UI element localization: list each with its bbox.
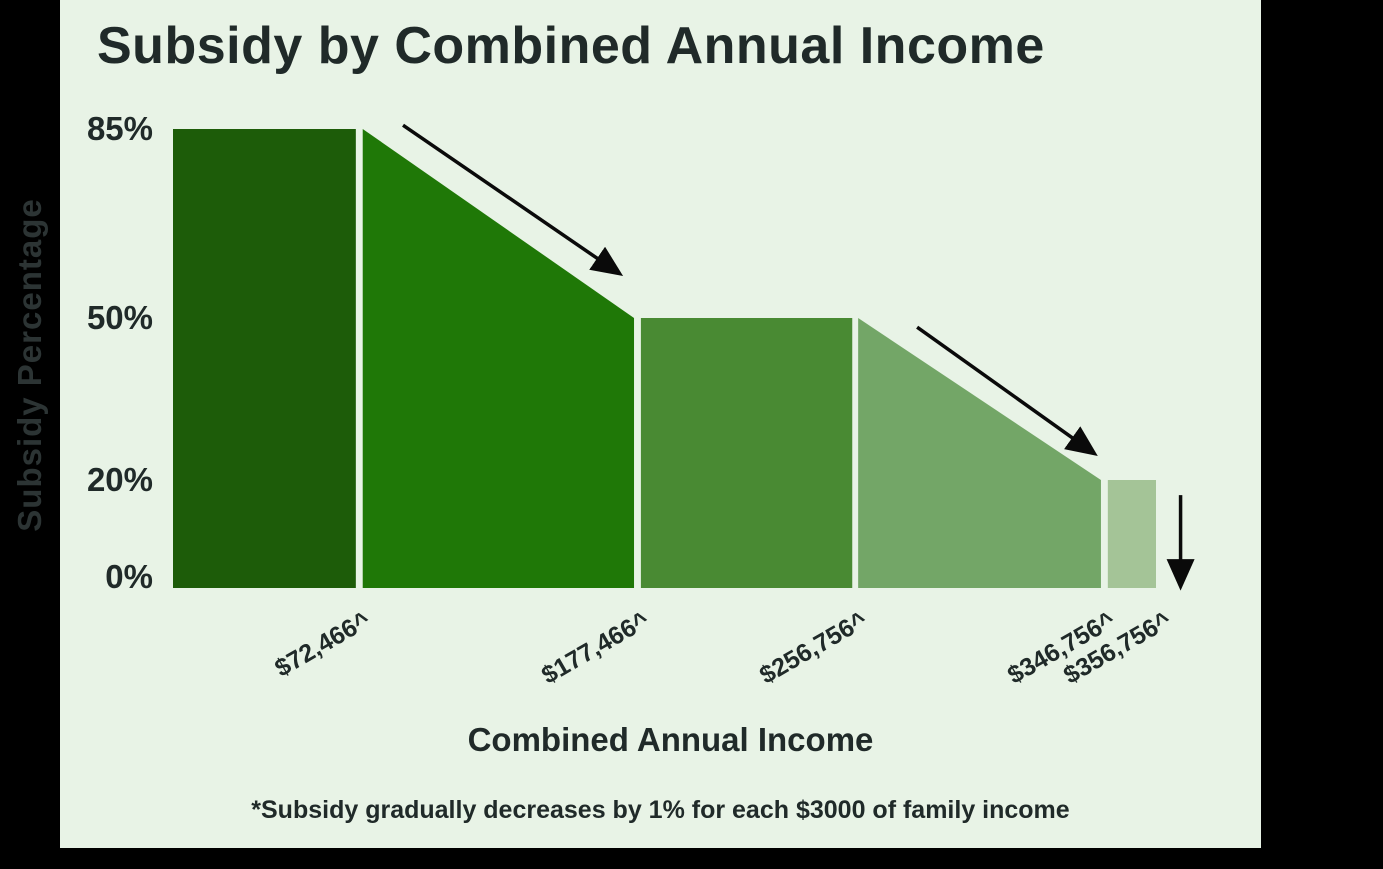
segment-flat-20pct-to-356756 <box>1107 480 1156 588</box>
plot-area <box>173 123 1195 591</box>
chart-title: Subsidy by Combined Annual Income <box>97 17 1045 75</box>
chart-panel: Subsidy by Combined Annual Income 85% 50%… <box>60 0 1261 848</box>
decrease-arrow-2-icon <box>916 325 1098 456</box>
segment-flat-50pct-to-256756 <box>640 318 853 588</box>
decrease-arrow-1-icon <box>402 123 624 277</box>
y-axis-label: Subsidy Percentage <box>11 198 48 532</box>
segment-flat-85pct-up-to-72466 <box>173 129 356 588</box>
decrease-arrows <box>402 123 1195 591</box>
segment-decline-85-to-50pct-to-177466 <box>362 129 635 588</box>
y-tick-85: 85% <box>86 110 153 147</box>
y-tick-0: 0% <box>105 558 153 595</box>
funnel-segments <box>173 129 1156 588</box>
y-tick-50: 50% <box>86 299 153 336</box>
footnote: *Subsidy gradually decreases by 1% for e… <box>251 796 1070 824</box>
y-tick-20: 20% <box>86 461 153 498</box>
x-axis-title: Combined Annual Income <box>467 721 874 758</box>
segment-decline-50-to-20pct-to-346756 <box>858 318 1101 588</box>
